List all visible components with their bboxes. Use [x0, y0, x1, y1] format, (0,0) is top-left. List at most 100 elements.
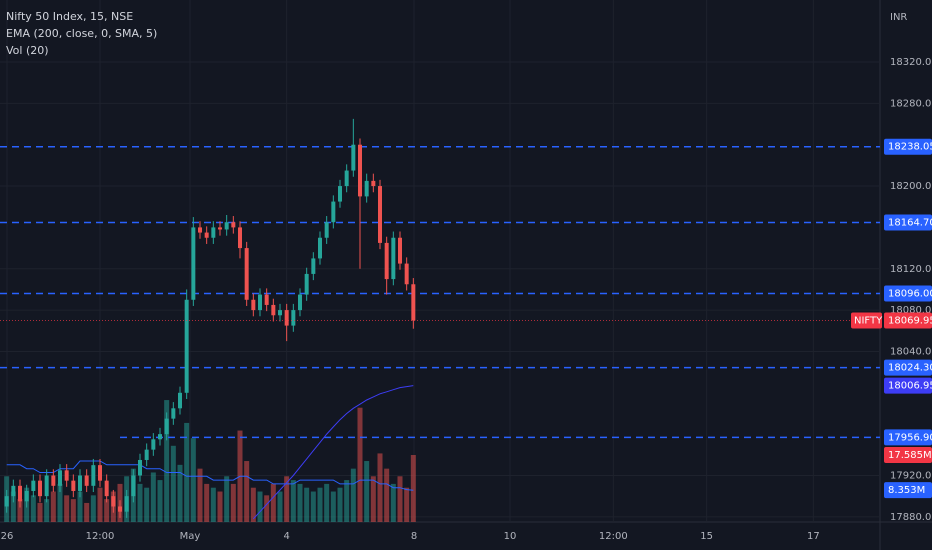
chart-title: Nifty 50 Index, 15, NSE	[6, 10, 133, 23]
volume-bar	[344, 480, 350, 522]
volume-bar	[210, 487, 216, 522]
candle-body	[44, 475, 49, 497]
volume-bar	[404, 487, 410, 522]
x-tick-label: 4	[283, 531, 289, 542]
volume-bar	[377, 453, 383, 522]
volume-bar	[250, 487, 256, 522]
volume-bar	[324, 483, 330, 522]
candle-body	[231, 222, 236, 228]
candle-body	[411, 284, 416, 321]
candle-body	[84, 475, 89, 486]
candle-body	[311, 258, 316, 274]
candle-body	[338, 186, 342, 202]
volume-bar	[337, 487, 343, 522]
x-tick-label: 12:00	[599, 531, 628, 542]
volume-bar	[44, 499, 50, 522]
candle-body	[378, 186, 382, 243]
candle-body	[18, 485, 22, 502]
candle-body	[131, 475, 136, 497]
candle-body	[324, 222, 329, 238]
volume-bar	[50, 491, 56, 522]
y-tick-label: 18040.00	[890, 346, 932, 357]
axis-labels: 17880.00 17920.00 18040.00 18080.00 18120.00…	[1, 57, 932, 542]
volume-bar	[190, 438, 196, 522]
candle-body	[271, 304, 276, 316]
level-label-bg	[884, 429, 932, 446]
volume-bar	[97, 487, 103, 522]
candle-body	[178, 392, 182, 409]
volume-bar	[157, 480, 163, 522]
candle-body	[264, 294, 269, 305]
volume-bar	[357, 407, 363, 522]
volume-bar	[217, 491, 223, 522]
level-label-bg	[884, 359, 932, 376]
volume-ma-label: 8.353M	[888, 485, 925, 496]
candle-body	[251, 299, 256, 311]
volume-bar	[310, 491, 316, 522]
volume-bar	[37, 502, 43, 522]
volume-bar	[384, 468, 390, 522]
volume-pane	[4, 400, 416, 522]
candle-body	[71, 480, 76, 491]
ema-line	[252, 385, 414, 520]
price-pane	[0, 118, 880, 520]
candle-body	[211, 227, 216, 238]
volume-bar	[30, 495, 36, 522]
volume-bar	[150, 472, 156, 522]
last-price-label-bg	[884, 312, 932, 329]
candle-body	[151, 439, 156, 450]
candle-body	[284, 310, 289, 326]
volume-bar	[164, 400, 170, 522]
x-tick-label: 8	[411, 531, 417, 542]
candle-body	[298, 294, 302, 311]
candle-body	[191, 227, 196, 300]
volume-bar	[277, 491, 283, 522]
level-label: 18096.00	[888, 289, 932, 300]
volume-bar	[197, 468, 203, 522]
volume-bar	[270, 483, 276, 522]
level-label: 17956.90	[888, 432, 932, 443]
y-tick-label: 18320.00	[890, 57, 932, 68]
x-tick-label: 15	[700, 531, 713, 542]
volume-bar	[350, 468, 356, 522]
volume-bar	[77, 491, 83, 522]
volume-bar	[204, 483, 210, 522]
x-tick-label: 26	[1, 531, 14, 542]
candle-body	[358, 144, 362, 197]
candle-body	[171, 408, 176, 419]
volume-bar	[104, 499, 110, 522]
volume-bar	[170, 445, 176, 522]
candle-body	[91, 465, 96, 486]
candle-body	[291, 310, 296, 326]
x-tick-label: 12:00	[86, 531, 115, 542]
indicator-legend: Vol (20)	[6, 44, 49, 57]
level-label: 18238.05	[888, 142, 932, 153]
candle-body	[184, 299, 189, 393]
candle-body	[224, 222, 229, 230]
volume-bar	[90, 495, 96, 522]
candle-body	[158, 434, 162, 440]
candle-body	[351, 144, 356, 171]
candle-body	[111, 496, 116, 507]
candle-body	[144, 449, 149, 460]
candle-body	[78, 475, 82, 491]
candle-body	[104, 480, 109, 497]
candle-body	[98, 465, 102, 481]
candle-body	[24, 490, 29, 502]
volume-bar	[397, 476, 403, 522]
y-tick-label: 18280.00	[890, 98, 932, 109]
candle-body	[238, 227, 242, 249]
volume-bar	[284, 476, 290, 522]
x-tick-label: May	[180, 531, 201, 542]
volume-bar	[290, 480, 296, 522]
x-tick-label: 10	[504, 531, 517, 542]
x-tick-label: 17	[807, 531, 820, 542]
volume-bar	[144, 487, 150, 522]
currency: INR	[890, 12, 907, 23]
volume-bar	[137, 483, 143, 522]
candle-body	[204, 232, 209, 238]
candle-body	[278, 310, 282, 316]
candle-body	[398, 237, 402, 264]
candle-body	[198, 227, 202, 233]
level-label-bg	[884, 285, 932, 302]
